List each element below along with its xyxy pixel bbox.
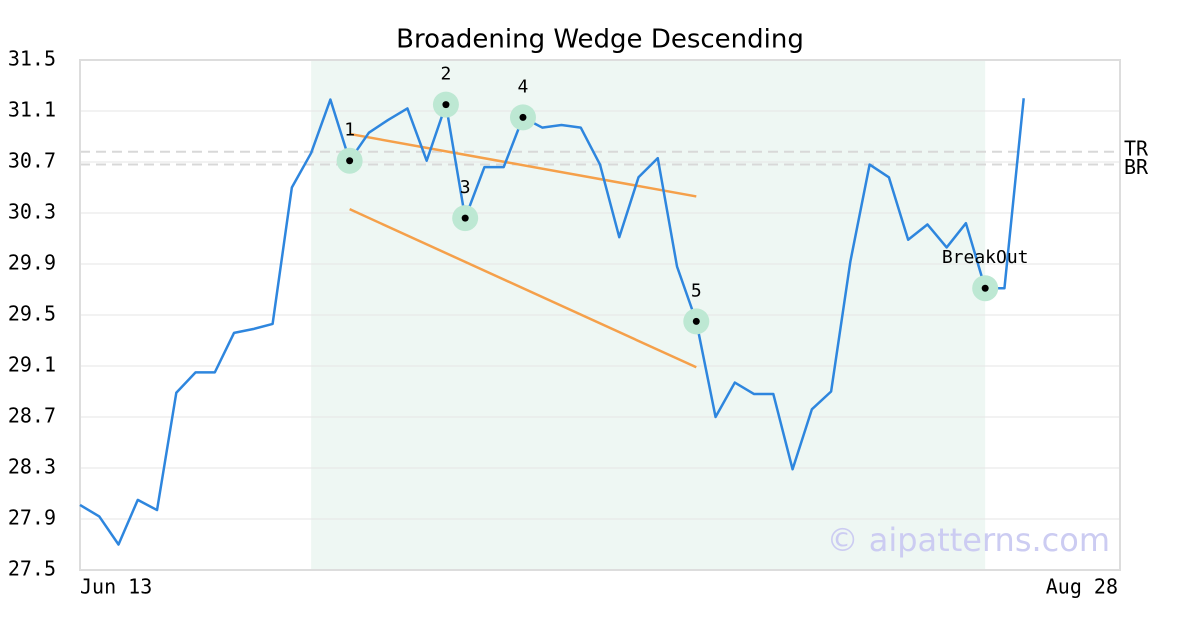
point-label: 3 [460,177,471,198]
y-tick-label: 29.5 [8,302,56,326]
point-dot [519,113,527,121]
y-tick-label: 31.1 [8,98,56,122]
x-tick-label: Aug 28 [1046,575,1118,599]
point-dot [442,101,450,109]
point-dot [981,284,989,292]
watermark: © aipatterns.com [827,521,1110,559]
plot-frame [79,59,1121,571]
y-tick-label: 29.9 [8,251,56,275]
chart-title: Broadening Wedge Descending [396,25,804,55]
point-label: 1 [344,120,355,141]
trend-line [349,132,697,198]
y-tick-label: 29.1 [8,353,56,377]
y-tick-label: 28.3 [8,455,56,479]
y-tick-label: 30.3 [8,200,56,224]
trend-line [349,208,697,369]
x-tick-label: Jun 13 [80,575,152,599]
point-label: 2 [441,64,452,85]
y-tick-label: 27.5 [8,557,56,581]
y-tick-label: 28.7 [8,404,56,428]
point-label: BreakOut [942,247,1029,268]
point-dot [346,157,354,165]
point-label: 5 [691,280,702,301]
level-label: TR [1124,136,1149,160]
point-dot [692,317,700,325]
y-tick-label: 30.7 [8,149,56,173]
price-line [79,98,1025,546]
y-tick-label: 27.9 [8,506,56,530]
point-label: 4 [518,76,529,97]
y-tick-label: 31.5 [8,47,56,71]
point-dot [461,214,469,222]
level-label: BR [1124,155,1149,179]
